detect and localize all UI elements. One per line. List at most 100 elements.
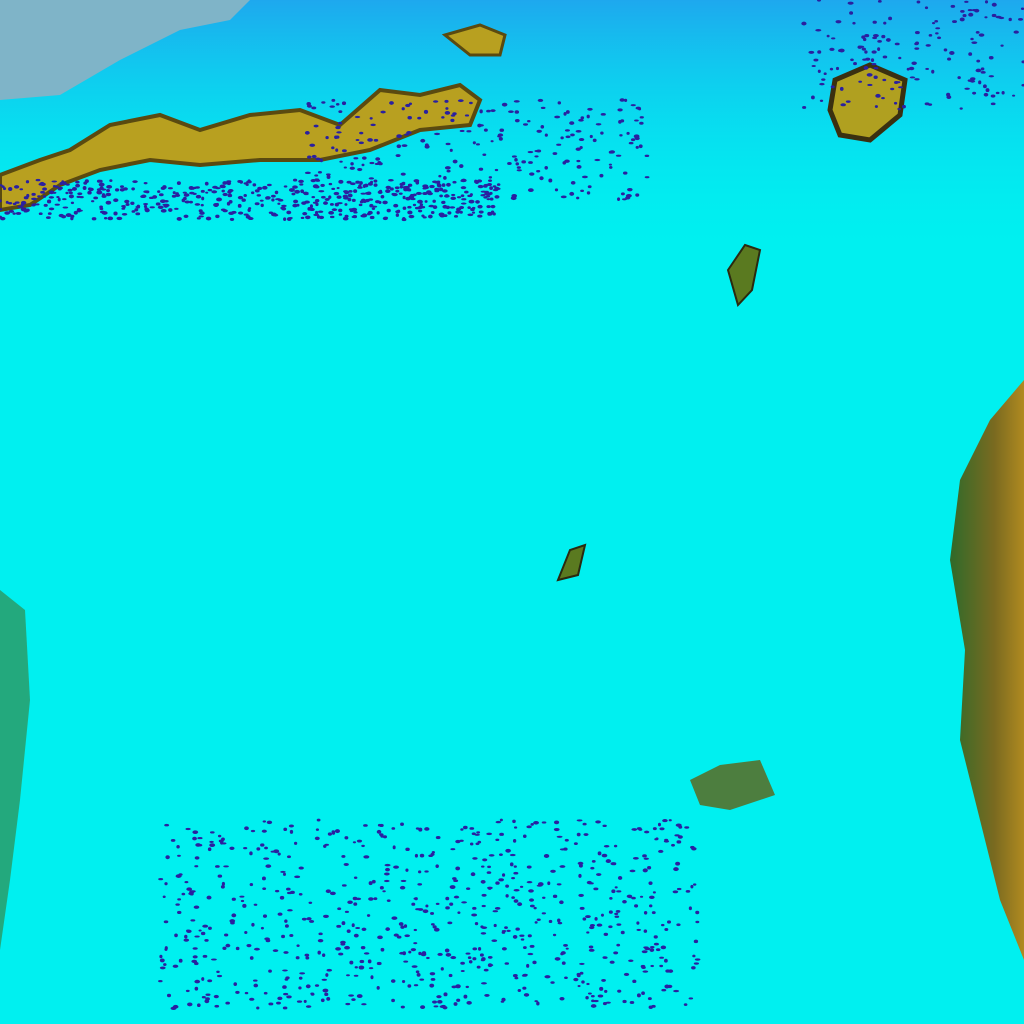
melt-pond bbox=[294, 189, 300, 194]
melt-pond bbox=[287, 891, 293, 895]
melt-pond bbox=[67, 188, 73, 192]
melt-pond bbox=[608, 150, 613, 154]
melt-pond bbox=[576, 196, 580, 200]
melt-pond bbox=[190, 890, 196, 893]
melt-pond bbox=[419, 203, 424, 207]
melt-pond bbox=[296, 944, 300, 947]
melt-pond bbox=[556, 143, 562, 146]
melt-pond bbox=[675, 823, 682, 827]
melt-pond bbox=[8, 209, 15, 213]
melt-pond bbox=[943, 48, 948, 52]
melt-pond bbox=[222, 181, 228, 185]
melt-pond bbox=[642, 854, 647, 858]
melt-pond bbox=[334, 829, 340, 834]
melt-pond bbox=[486, 871, 492, 874]
melt-pond bbox=[609, 897, 613, 900]
melt-pond bbox=[838, 49, 842, 52]
melt-pond bbox=[418, 209, 423, 213]
melt-pond bbox=[277, 202, 281, 205]
melt-pond bbox=[328, 210, 335, 215]
melt-pond bbox=[564, 159, 570, 163]
melt-pond bbox=[362, 184, 366, 188]
melt-pond bbox=[639, 895, 644, 898]
melt-pond bbox=[643, 929, 648, 933]
melt-pond bbox=[460, 194, 465, 198]
melt-pond bbox=[523, 993, 530, 997]
melt-pond bbox=[808, 50, 815, 54]
melt-pond bbox=[338, 110, 343, 114]
melt-pond bbox=[594, 916, 598, 921]
melt-pond bbox=[398, 922, 404, 926]
melt-pond bbox=[416, 973, 421, 977]
melt-pond bbox=[407, 183, 413, 187]
melt-pond bbox=[853, 61, 857, 66]
melt-pond bbox=[385, 927, 391, 931]
melt-pond bbox=[676, 923, 681, 927]
melt-pond bbox=[56, 196, 60, 199]
melt-pond bbox=[62, 206, 69, 209]
melt-pond bbox=[314, 198, 320, 203]
melt-pond bbox=[418, 870, 422, 874]
melt-pond bbox=[420, 952, 427, 957]
melt-pond bbox=[500, 1000, 505, 1003]
melt-pond bbox=[908, 66, 915, 71]
melt-pond bbox=[289, 933, 294, 938]
melt-pond bbox=[65, 191, 69, 195]
melt-pond bbox=[605, 1001, 611, 1004]
melt-pond bbox=[360, 215, 367, 218]
melt-pond bbox=[370, 180, 374, 184]
melt-pond bbox=[423, 109, 429, 114]
melt-pond bbox=[486, 205, 491, 209]
melt-pond bbox=[149, 206, 155, 209]
melt-pond bbox=[400, 822, 404, 826]
melt-pond bbox=[924, 102, 930, 106]
melt-pond bbox=[492, 188, 499, 192]
melt-pond bbox=[487, 963, 493, 968]
melt-pond bbox=[356, 839, 363, 843]
melt-pond bbox=[376, 211, 380, 215]
melt-pond bbox=[543, 854, 550, 858]
melt-pond bbox=[444, 110, 451, 115]
melt-pond bbox=[54, 203, 60, 206]
melt-pond bbox=[192, 955, 198, 959]
melt-pond bbox=[319, 158, 324, 163]
melt-pond bbox=[320, 998, 325, 1003]
melt-pond bbox=[492, 910, 499, 913]
melt-pond bbox=[249, 883, 254, 887]
melt-pond bbox=[468, 960, 473, 964]
melt-pond bbox=[368, 897, 374, 901]
melt-pond bbox=[346, 180, 352, 184]
melt-pond bbox=[632, 857, 639, 860]
melt-pond bbox=[351, 215, 356, 219]
melt-pond bbox=[424, 200, 428, 203]
melt-pond bbox=[692, 883, 697, 886]
melt-pond bbox=[354, 115, 361, 119]
melt-pond bbox=[2, 187, 7, 191]
melt-pond bbox=[293, 841, 298, 845]
melt-pond bbox=[616, 943, 621, 947]
melt-pond bbox=[433, 1005, 439, 1008]
melt-pond bbox=[608, 910, 613, 914]
melt-pond bbox=[335, 148, 339, 152]
melt-pond bbox=[338, 179, 344, 184]
melt-pond bbox=[557, 921, 563, 925]
melt-pond bbox=[496, 183, 501, 186]
melt-pond bbox=[950, 4, 956, 8]
melt-pond bbox=[38, 212, 43, 215]
melt-pond bbox=[466, 887, 471, 890]
melt-pond bbox=[205, 993, 211, 996]
melt-pond bbox=[175, 903, 180, 906]
melt-pond bbox=[314, 210, 319, 215]
melt-pond bbox=[964, 87, 970, 90]
melt-pond bbox=[430, 923, 435, 926]
melt-pond bbox=[263, 857, 270, 860]
melt-pond bbox=[620, 192, 625, 196]
melt-pond bbox=[394, 186, 400, 190]
melt-pond bbox=[228, 199, 233, 204]
melt-pond bbox=[143, 202, 149, 206]
melt-pond bbox=[459, 129, 465, 133]
melt-pond bbox=[408, 214, 415, 219]
melt-pond bbox=[937, 36, 942, 40]
melt-pond bbox=[576, 832, 581, 837]
melt-pond bbox=[311, 106, 317, 110]
